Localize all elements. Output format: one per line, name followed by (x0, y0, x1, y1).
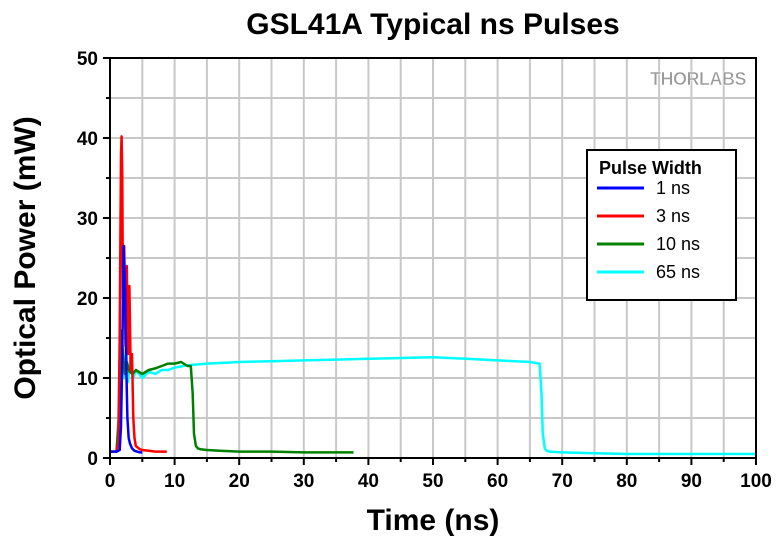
y-tick-label: 50 (77, 49, 98, 70)
legend-label: 10 ns (656, 234, 700, 254)
x-axis-label: Time (ns) (367, 504, 500, 537)
axis-ticks: 0 10 20 30 40 50 60 70 80 90 100 0 10 20 30 40 50 (77, 49, 772, 492)
x-tick-label: 30 (293, 471, 314, 492)
legend-label: 65 ns (656, 262, 700, 282)
series-line-3-ns (110, 135, 167, 453)
chart-title: GSL41A Typical ns Pulses (246, 8, 619, 41)
x-tick-label: 50 (422, 471, 443, 492)
series-line-10-ns (110, 328, 354, 454)
x-tick-label: 40 (358, 471, 379, 492)
x-tick-label: 0 (105, 471, 116, 492)
legend-box (586, 149, 737, 301)
y-tick-label: 20 (77, 289, 98, 310)
series-layer (110, 135, 756, 456)
x-tick-label: 90 (681, 471, 702, 492)
y-tick-label: 40 (77, 129, 98, 150)
series-line-65-ns (110, 332, 756, 456)
x-tick-label: 80 (616, 471, 637, 492)
legend-entries: 1 ns 3 ns 10 ns 65 ns (597, 178, 700, 282)
legend: Pulse Width 1 ns 3 ns 10 ns 65 ns (586, 149, 737, 301)
legend-label: 1 ns (656, 178, 690, 198)
y-tick-label: 10 (77, 369, 98, 390)
plot-frame (109, 57, 757, 459)
x-tick-label: 10 (164, 471, 185, 492)
y-tick-label: 0 (87, 449, 98, 470)
series-line-1-ns (110, 244, 143, 454)
x-tick-label: 70 (552, 471, 573, 492)
y-axis-label: Optical Power (mW) (9, 116, 42, 399)
x-tick-label: 100 (740, 471, 772, 492)
logo-text: THORLABS (650, 69, 746, 89)
x-tick-label: 20 (229, 471, 250, 492)
x-tick-label: 60 (487, 471, 508, 492)
thorlabs-logo: THORLABS (650, 69, 748, 90)
legend-title: Pulse Width (599, 158, 702, 178)
legend-label: 3 ns (656, 206, 690, 226)
y-tick-label: 30 (77, 209, 98, 230)
